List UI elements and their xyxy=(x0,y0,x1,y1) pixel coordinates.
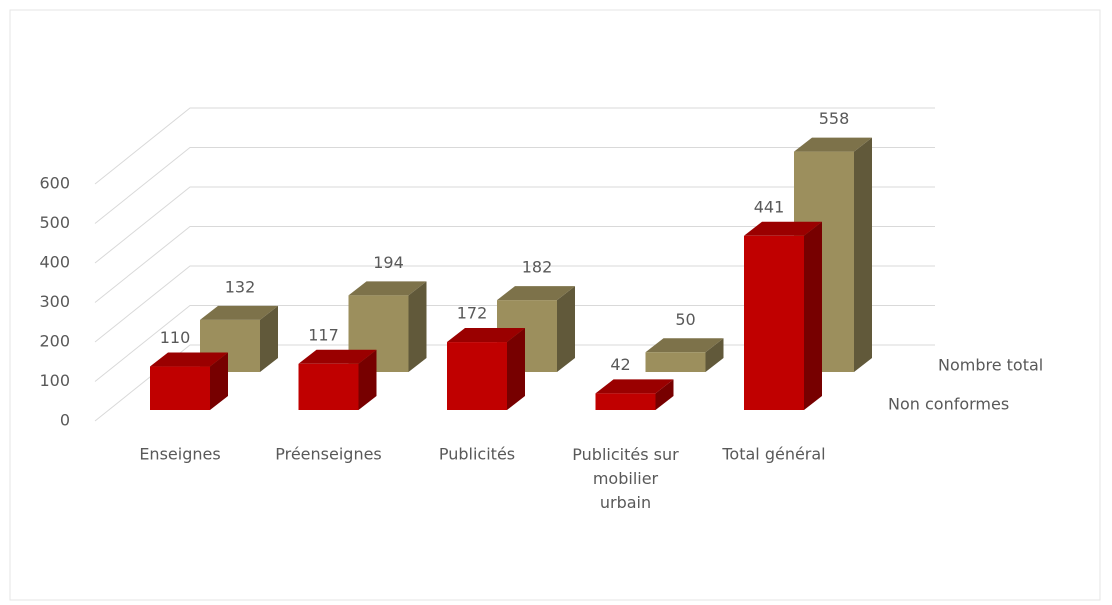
bar-top xyxy=(348,281,427,296)
value-label: 42 xyxy=(610,355,630,374)
bar-front xyxy=(150,366,210,410)
bar xyxy=(645,338,724,372)
bar-top xyxy=(447,328,525,343)
y-tick-label: 0 xyxy=(60,411,70,430)
bar xyxy=(200,305,278,372)
bar-side xyxy=(804,221,822,410)
grid-line xyxy=(94,186,935,264)
value-label: 50 xyxy=(675,310,695,329)
bar-side xyxy=(408,281,427,372)
x-tick-label: Total général xyxy=(721,445,825,464)
grid-line xyxy=(94,107,935,185)
grid-line xyxy=(94,147,935,224)
bar-side xyxy=(358,349,377,410)
y-tick-label: 200 xyxy=(39,332,70,351)
value-label: 441 xyxy=(754,197,785,216)
bar-top xyxy=(150,352,228,367)
y-tick-label: 300 xyxy=(39,292,70,311)
bar-front xyxy=(645,352,706,372)
bar-side xyxy=(705,338,724,372)
bar xyxy=(595,379,674,410)
x-tick-label: Préenseignes xyxy=(275,445,382,464)
bar xyxy=(150,352,228,410)
bar xyxy=(744,221,822,410)
bar-front xyxy=(447,342,507,410)
bar-front xyxy=(595,393,656,410)
y-tick-label: 400 xyxy=(39,253,70,272)
bar-front xyxy=(744,235,804,410)
bar xyxy=(497,286,575,372)
x-tick-label: Publicités xyxy=(439,445,515,464)
bar xyxy=(447,328,525,410)
bar-side xyxy=(507,328,525,410)
series-label: Nombre total xyxy=(938,356,1043,375)
x-tick-label: Enseignes xyxy=(139,445,220,464)
bar-top xyxy=(645,338,724,353)
value-label: 194 xyxy=(373,253,404,272)
y-tick-label: 100 xyxy=(39,371,70,390)
bar-top xyxy=(497,286,575,301)
grid-line xyxy=(94,265,935,343)
bar-side xyxy=(210,352,228,410)
bar-front xyxy=(298,363,359,410)
y-tick-label: 500 xyxy=(39,213,70,232)
bar-top xyxy=(595,379,674,394)
value-label: 182 xyxy=(522,258,553,277)
value-label: 558 xyxy=(819,109,850,128)
value-label: 110 xyxy=(160,328,191,347)
grid-line xyxy=(94,226,935,303)
bar-side xyxy=(260,305,278,372)
value-label: 172 xyxy=(457,304,488,323)
bar-side xyxy=(854,137,872,372)
y-tick-label: 600 xyxy=(39,174,70,193)
bar-top xyxy=(298,349,377,364)
bar-top xyxy=(794,137,872,152)
x-tick-label: Publicités sur mobilier urbain xyxy=(572,445,679,512)
series-label: Non conformes xyxy=(888,395,1009,414)
bar-side xyxy=(557,286,575,372)
bar-side xyxy=(655,379,674,410)
bar-top xyxy=(200,305,278,320)
value-label: 132 xyxy=(225,277,256,296)
value-label: 117 xyxy=(308,325,339,344)
bar-top xyxy=(744,221,822,236)
bar xyxy=(298,349,377,410)
grid-line xyxy=(94,305,935,382)
